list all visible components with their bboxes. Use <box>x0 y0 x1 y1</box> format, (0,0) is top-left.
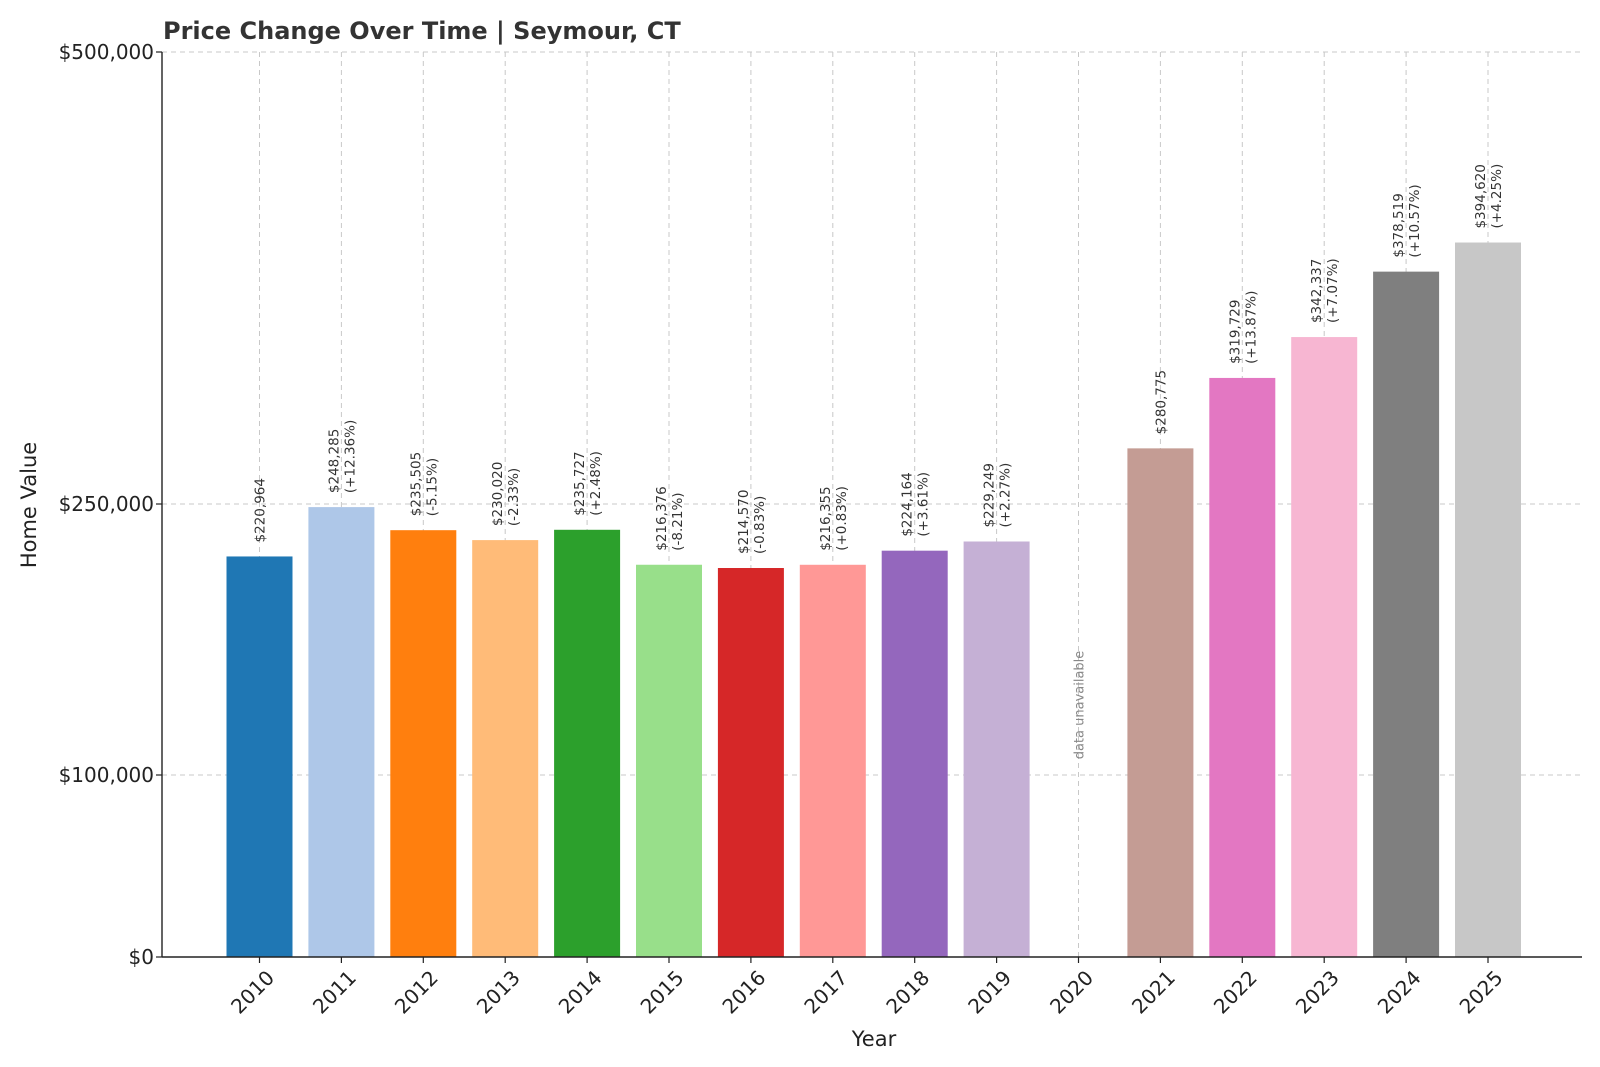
change-label: (+12.36%) <box>342 420 358 493</box>
value-label: $235,505 <box>408 452 424 516</box>
change-label: (+13.87%) <box>1243 291 1259 364</box>
bar-2015 <box>636 564 702 957</box>
value-label: $229,249 <box>982 463 998 527</box>
value-label: $394,620 <box>1473 164 1489 228</box>
value-label: $214,570 <box>736 490 752 554</box>
y-tick-label: $250,000 <box>59 492 154 516</box>
value-label: $280,775 <box>1153 370 1169 434</box>
x-tick-label: 2024 <box>1373 966 1426 1019</box>
value-label: $224,164 <box>900 472 916 536</box>
x-tick-label: 2015 <box>636 966 689 1019</box>
value-label: $230,020 <box>490 462 506 526</box>
value-label: $216,355 <box>818 486 834 550</box>
change-label: (+0.83%) <box>834 486 850 551</box>
chart-title: Price Change Over Time | Seymour, CT <box>163 17 681 45</box>
bar-2018 <box>881 550 948 957</box>
x-tick-label: 2014 <box>554 966 607 1019</box>
value-label: $319,729 <box>1227 300 1243 364</box>
x-tick-label: 2020 <box>1045 966 1098 1019</box>
x-axis-label: Year <box>851 1027 897 1051</box>
change-label: (+2.27%) <box>998 463 1014 528</box>
x-tick-label: 2013 <box>472 966 525 1019</box>
change-label: (-0.83%) <box>752 496 768 554</box>
value-label: $220,964 <box>253 478 269 542</box>
bar-layer <box>226 242 1521 958</box>
change-label: (+2.48%) <box>588 451 604 516</box>
bar-2014 <box>554 529 621 957</box>
bar-2011 <box>308 507 375 957</box>
bar-2012 <box>390 530 457 957</box>
data-unavailable-label: data unavailable <box>1073 651 1088 760</box>
change-label: (+7.07%) <box>1325 258 1341 323</box>
change-label: (-5.15%) <box>424 458 440 516</box>
x-tick-label: 2025 <box>1455 966 1508 1019</box>
change-label: (+10.57%) <box>1407 184 1423 257</box>
bar-2017 <box>799 564 866 957</box>
change-label: (+3.61%) <box>916 472 932 537</box>
grid-layer <box>162 51 1582 957</box>
x-tick-label: 2019 <box>963 966 1016 1019</box>
bar-2013 <box>472 540 539 957</box>
x-tick-label: 2017 <box>799 966 852 1019</box>
label-layer: $220,964 $248,285 (+12.36%) $235,505 (-5.15%… <box>253 164 1506 759</box>
change-label: (-8.21%) <box>670 492 686 550</box>
value-label: $235,727 <box>572 451 588 515</box>
y-tick-label: $100,000 <box>59 763 154 787</box>
bar-2023 <box>1291 337 1358 958</box>
x-tick-label: 2021 <box>1127 966 1180 1019</box>
y-tick-label: $0 <box>129 945 154 969</box>
value-label: $216,376 <box>654 486 670 550</box>
bar-2010 <box>226 556 293 957</box>
value-label: $342,337 <box>1309 259 1325 323</box>
x-tick-label: 2010 <box>226 966 279 1019</box>
x-tick-label: 2018 <box>881 966 934 1019</box>
bar-2019 <box>963 541 1030 957</box>
value-label: $248,285 <box>326 429 342 493</box>
bar-2016 <box>717 568 784 957</box>
bar-2024 <box>1373 271 1440 957</box>
value-label: $378,519 <box>1391 193 1407 257</box>
bar-2022 <box>1209 377 1276 958</box>
x-tick-label: 2022 <box>1209 966 1262 1019</box>
y-tick-label: $500,000 <box>59 40 154 64</box>
x-tick-label: 2023 <box>1291 966 1344 1019</box>
x-tick-label: 2011 <box>308 966 361 1019</box>
y-axis-label: Home Value <box>17 442 41 568</box>
bar-2021 <box>1127 448 1194 957</box>
change-label: (-2.33%) <box>506 468 522 526</box>
x-tick-label: 2012 <box>390 966 443 1019</box>
bar-2025 <box>1455 242 1521 957</box>
change-label: (+4.25%) <box>1489 164 1505 229</box>
x-tick-label: 2016 <box>717 966 770 1019</box>
